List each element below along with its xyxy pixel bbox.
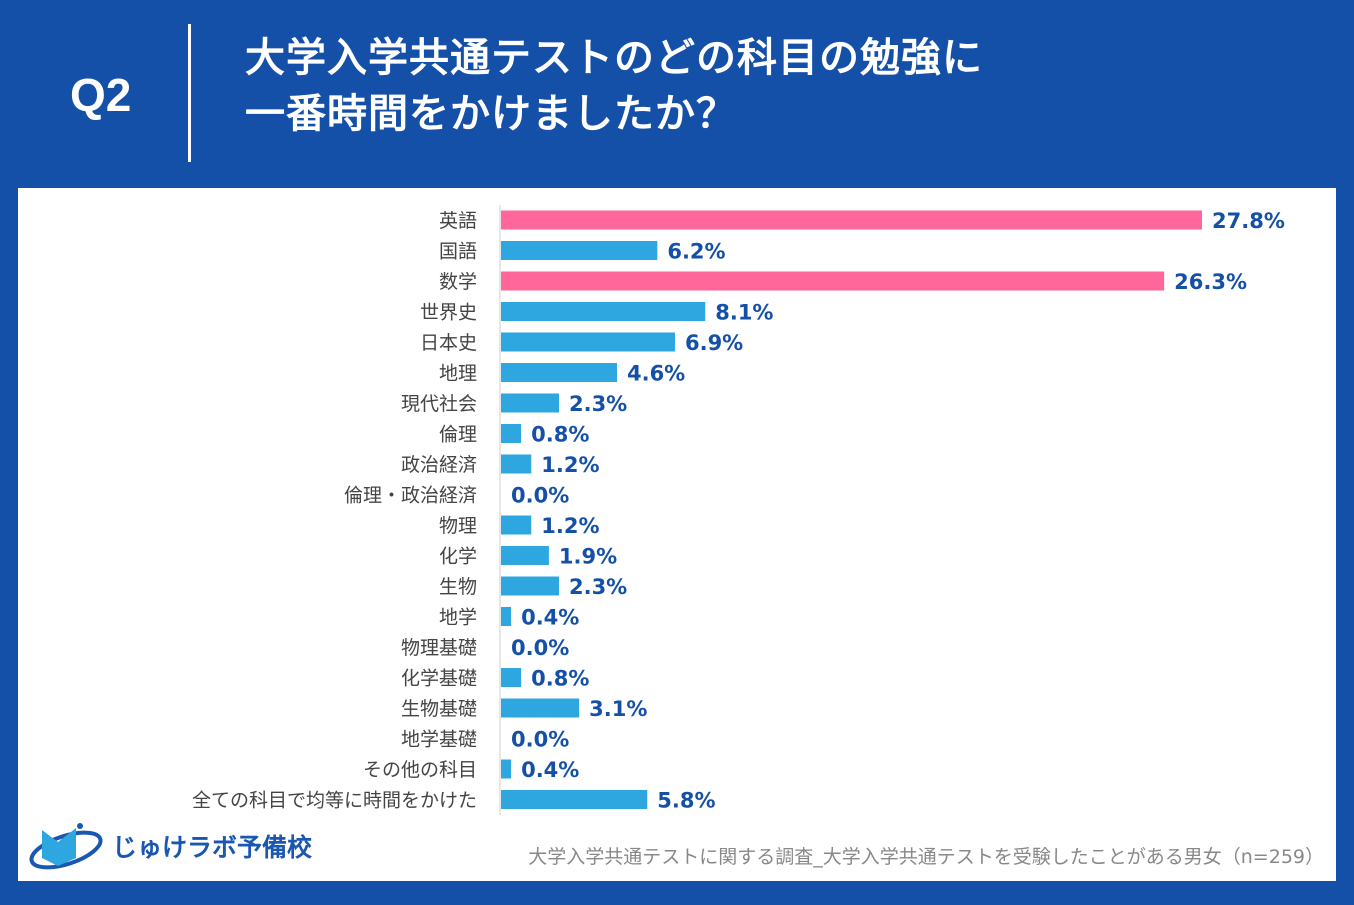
value-label: 1.2% <box>541 514 599 538</box>
title-line-2: 一番時間をかけましたか？ <box>245 91 737 137</box>
value-label: 0.8% <box>531 667 589 691</box>
value-label: 8.1% <box>715 301 773 325</box>
value-label: 4.6% <box>627 362 685 386</box>
value-label: 0.0% <box>511 728 569 752</box>
bar <box>501 576 559 596</box>
bar <box>501 393 559 413</box>
header-divider <box>188 24 191 162</box>
value-label: 1.9% <box>559 545 617 569</box>
category-label: 物理 <box>439 515 477 537</box>
bar <box>501 332 675 352</box>
category-label: 倫理 <box>439 424 477 446</box>
title-line-1: 大学入学共通テストのどの科目の勉強に <box>245 35 983 81</box>
bar <box>501 241 658 260</box>
value-label: 2.3% <box>569 392 627 416</box>
value-label: 6.2% <box>667 240 725 264</box>
logo-text: じゅけラボ予備校 <box>112 833 313 862</box>
bar <box>501 790 648 809</box>
value-label: 26.3% <box>1174 270 1247 294</box>
bar <box>501 515 532 535</box>
category-label: 地学基礎 <box>401 729 477 751</box>
question-number: Q2 <box>70 69 132 121</box>
category-label: 地理 <box>439 363 477 385</box>
category-label: 化学 <box>439 546 477 568</box>
value-label: 1.2% <box>541 453 599 477</box>
category-label: 政治経済 <box>401 454 477 476</box>
bar <box>501 363 617 382</box>
bar <box>501 546 549 565</box>
bar <box>501 271 1165 291</box>
category-label: 生物基礎 <box>401 698 477 720</box>
logo: じゅけラボ予備校 <box>28 820 312 872</box>
category-label: 物理基礎 <box>401 637 477 659</box>
bar <box>501 698 580 718</box>
value-label: 6.9% <box>685 331 743 355</box>
value-label: 2.3% <box>569 575 627 599</box>
value-label: 0.4% <box>521 758 579 782</box>
category-label: 現代社会 <box>401 393 477 415</box>
bar <box>501 454 532 474</box>
category-label: 生物 <box>439 576 477 598</box>
bar <box>501 759 512 779</box>
category-label: 国語 <box>439 241 477 263</box>
source-note: 大学入学共通テストに関する調査_大学入学共通テストを受験したことがある男女（n=… <box>528 846 1324 868</box>
page-title: 大学入学共通テストのどの科目の勉強に 一番時間をかけましたか？ <box>245 30 983 142</box>
value-label: 0.8% <box>531 423 589 447</box>
category-label: 数学 <box>439 271 477 293</box>
bar <box>501 210 1202 230</box>
value-label: 3.1% <box>589 697 647 721</box>
category-label: 英語 <box>439 210 477 232</box>
bar <box>501 302 706 321</box>
bar <box>501 424 522 443</box>
bar <box>501 668 522 687</box>
category-label: 世界史 <box>420 302 477 324</box>
category-label: 全ての科目で均等に時間をかけた <box>192 790 477 812</box>
value-label: 5.8% <box>657 789 715 813</box>
category-label: 地学 <box>439 607 477 629</box>
value-label: 0.0% <box>511 484 569 508</box>
bar <box>501 607 512 626</box>
category-label: 倫理・政治経済 <box>344 485 477 507</box>
value-label: 27.8% <box>1212 209 1285 233</box>
value-label: 0.0% <box>511 636 569 660</box>
book-logo-icon <box>29 823 103 870</box>
category-label: 日本史 <box>420 332 477 354</box>
value-label: 0.4% <box>521 606 579 630</box>
category-label: 化学基礎 <box>401 668 477 690</box>
category-label: その他の科目 <box>363 759 477 781</box>
